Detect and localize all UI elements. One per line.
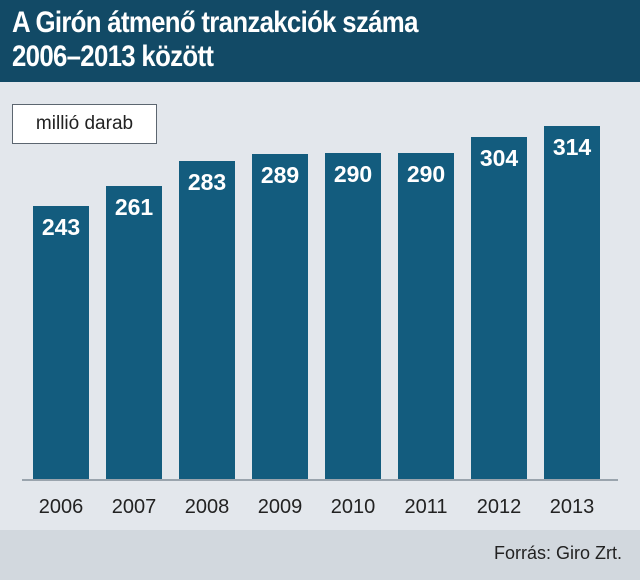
x-tick-label-2012: 2012 [476, 496, 522, 518]
bar-value-label-2007: 261 [114, 193, 154, 220]
bar-value-label-2013: 314 [552, 134, 592, 160]
bar-value-label-2012: 304 [479, 145, 519, 172]
source-note: Forrás: Giro Zrt. [493, 543, 622, 563]
bar-2013 [544, 126, 600, 479]
chart-title-line-1: A Girón átmenő tranzakciók száma [12, 6, 418, 39]
bar-value-label-2010: 290 [333, 160, 373, 187]
x-tick-label-2006: 2006 [38, 496, 84, 518]
chart-title-line-2: 2006–2013 között [12, 40, 214, 73]
bar-2008 [179, 160, 235, 479]
unit-label: millió darab [12, 104, 157, 144]
bar-value-label-2011: 290 [406, 160, 446, 187]
bar-2011 [398, 152, 454, 479]
bar-value-label-2008: 283 [187, 168, 227, 195]
x-tick-label-2010: 2010 [330, 496, 376, 518]
bar-2009 [252, 154, 308, 479]
bar-value-label-2009: 289 [260, 162, 300, 189]
bar-2007 [106, 185, 162, 479]
x-tick-label-2013: 2013 [549, 496, 595, 518]
chart-title: A Girón átmenő tranzakciók száma 2006–20… [12, 6, 538, 74]
bar-2012 [471, 137, 527, 479]
bar-2006 [33, 205, 89, 479]
x-tick-label-2007: 2007 [111, 496, 157, 518]
bar-value-label-2006: 243 [41, 213, 81, 240]
x-tick-label-2011: 2011 [404, 496, 448, 518]
x-axis-baseline [22, 479, 618, 481]
x-tick-label-2008: 2008 [184, 496, 230, 518]
chart-header: A Girón átmenő tranzakciók száma 2006–20… [0, 0, 640, 82]
x-tick-label-2009: 2009 [257, 496, 303, 518]
chart-footer: Forrás: Giro Zrt. [0, 530, 640, 580]
bar-2010 [325, 152, 381, 479]
